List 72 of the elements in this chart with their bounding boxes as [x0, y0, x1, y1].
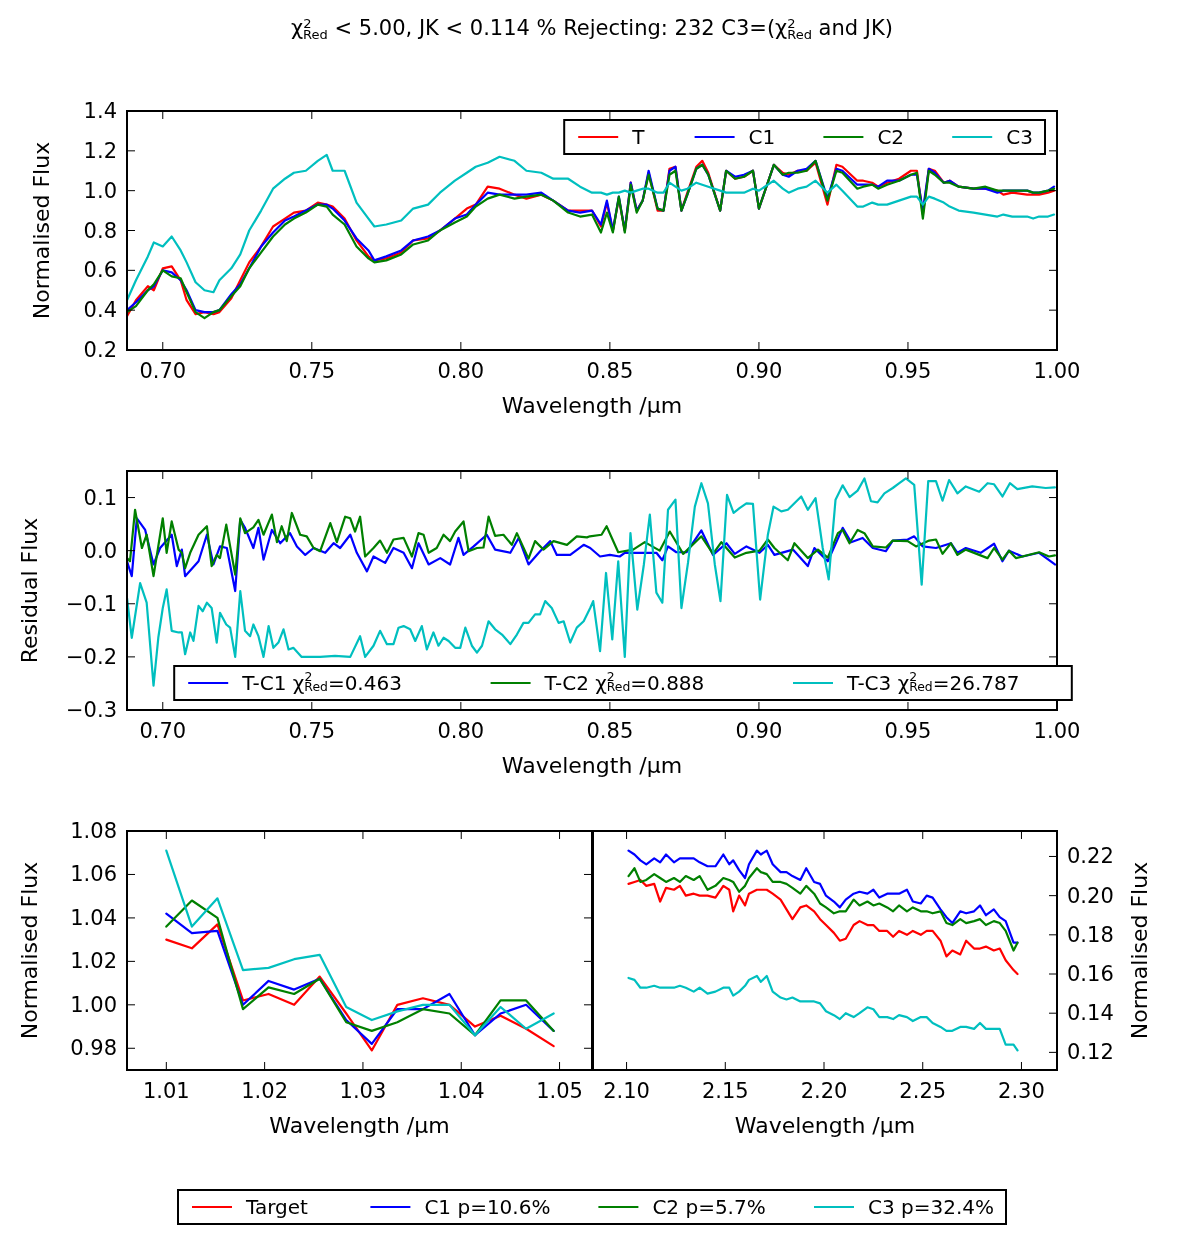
y-tick-label: 1.00: [70, 992, 117, 1017]
x-tick-label: 2.10: [603, 1079, 650, 1103]
x-tick-label: 1.02: [241, 1079, 289, 1103]
x-tick-label: 0.70: [139, 359, 187, 383]
y-tick-label: 1.4: [83, 99, 117, 123]
y2-tick-label: 0.20: [1067, 883, 1114, 908]
x-tick-label: 0.75: [288, 719, 336, 743]
line-series: [627, 849, 1019, 944]
x-tick-label: 0.95: [884, 719, 932, 743]
x-tick-label: 2.15: [701, 1079, 749, 1103]
x-axis-title: Wavelength /μm: [269, 1113, 450, 1138]
y-axis-title: Normalised Flux: [29, 141, 55, 320]
y-tick-label: 0.8: [83, 218, 117, 243]
x-tick-label: 1.00: [1033, 359, 1081, 383]
y-tick-label: 1.06: [70, 862, 117, 887]
x-tick-label: 2.25: [899, 1079, 947, 1103]
legend-label: T: [631, 125, 646, 149]
y-tick-label: 0.98: [70, 1036, 117, 1061]
y2-tick-label: 0.12: [1067, 1040, 1114, 1065]
x-tick-label: 0.75: [288, 359, 336, 383]
y-tick-label: 1.0: [83, 178, 117, 203]
line-series: [627, 878, 1019, 976]
y-tick-label: −0.2: [66, 644, 117, 669]
x-tick-label: 1.05: [536, 1079, 583, 1103]
y-tick-label: −0.3: [66, 698, 117, 722]
x-axis-title: Wavelength /μm: [734, 1113, 916, 1138]
x-axis-title: Wavelength /μm: [501, 753, 683, 778]
legend-label: C3: [1006, 125, 1033, 149]
legend-label: C3 p=32.4%: [868, 1195, 995, 1219]
y-axis-title: Normalised Flux: [16, 861, 42, 1040]
x-tick-label: 0.90: [735, 719, 783, 743]
line-series: [627, 867, 1019, 952]
x-tick-label: 1.03: [339, 1079, 387, 1103]
y-tick-label: 1.02: [70, 949, 117, 974]
x-tick-label: 0.80: [437, 359, 485, 383]
x-tick-label: 0.95: [884, 359, 932, 383]
y-tick-label: 0.6: [83, 258, 117, 283]
line-series: [127, 517, 1057, 593]
x-tick-label: 0.85: [586, 719, 634, 743]
legend-label: C1: [748, 125, 776, 149]
y-tick-label: 0.2: [83, 338, 117, 362]
x-tick-label: 2.30: [998, 1079, 1045, 1103]
legend-label: C1 p=10.6%: [424, 1195, 551, 1219]
x-tick-label: 0.70: [139, 719, 187, 743]
x-tick-label: 2.20: [800, 1079, 848, 1103]
line-series: [627, 974, 1019, 1052]
legend-label: C2: [877, 125, 905, 149]
x-tick-label: 1.00: [1033, 719, 1081, 743]
x-tick-label: 1.01: [142, 1079, 190, 1103]
y2-axis-title: Normalised Flux: [1127, 861, 1153, 1040]
y2-tick-label: 0.22: [1067, 844, 1114, 869]
x-tick-label: 0.85: [586, 359, 634, 383]
x-tick-label: 0.80: [437, 719, 485, 743]
y-tick-label: −0.1: [66, 591, 117, 616]
line-series: [165, 849, 555, 1037]
x-axis-title: Wavelength /μm: [501, 393, 683, 418]
line-series: [127, 508, 1057, 578]
x-tick-label: 0.90: [735, 359, 783, 383]
y2-tick-label: 0.14: [1067, 1001, 1114, 1026]
legend-label: Target: [245, 1195, 309, 1219]
y2-tick-label: 0.18: [1067, 922, 1114, 947]
x-tick-label: 1.04: [437, 1079, 485, 1103]
y-tick-label: 1.04: [70, 905, 117, 930]
chart-title: χ$^{2}$$_{Red}$ < 5.00, JK < 0.114 % Rejecting: 232 C3=(χ$^{2}$$_{Red}$ and JK): [291, 15, 893, 42]
y-axis-title: Residual Flux: [16, 517, 42, 664]
y-tick-label: 0.4: [83, 298, 117, 323]
y-tick-label: 0.1: [83, 485, 117, 510]
y-tick-label: 1.08: [70, 819, 117, 843]
legend-label: C2 p=5.7%: [652, 1195, 766, 1219]
y-tick-label: 0.0: [83, 538, 117, 563]
y-tick-label: 1.2: [83, 138, 117, 163]
y2-tick-label: 0.16: [1067, 962, 1114, 987]
